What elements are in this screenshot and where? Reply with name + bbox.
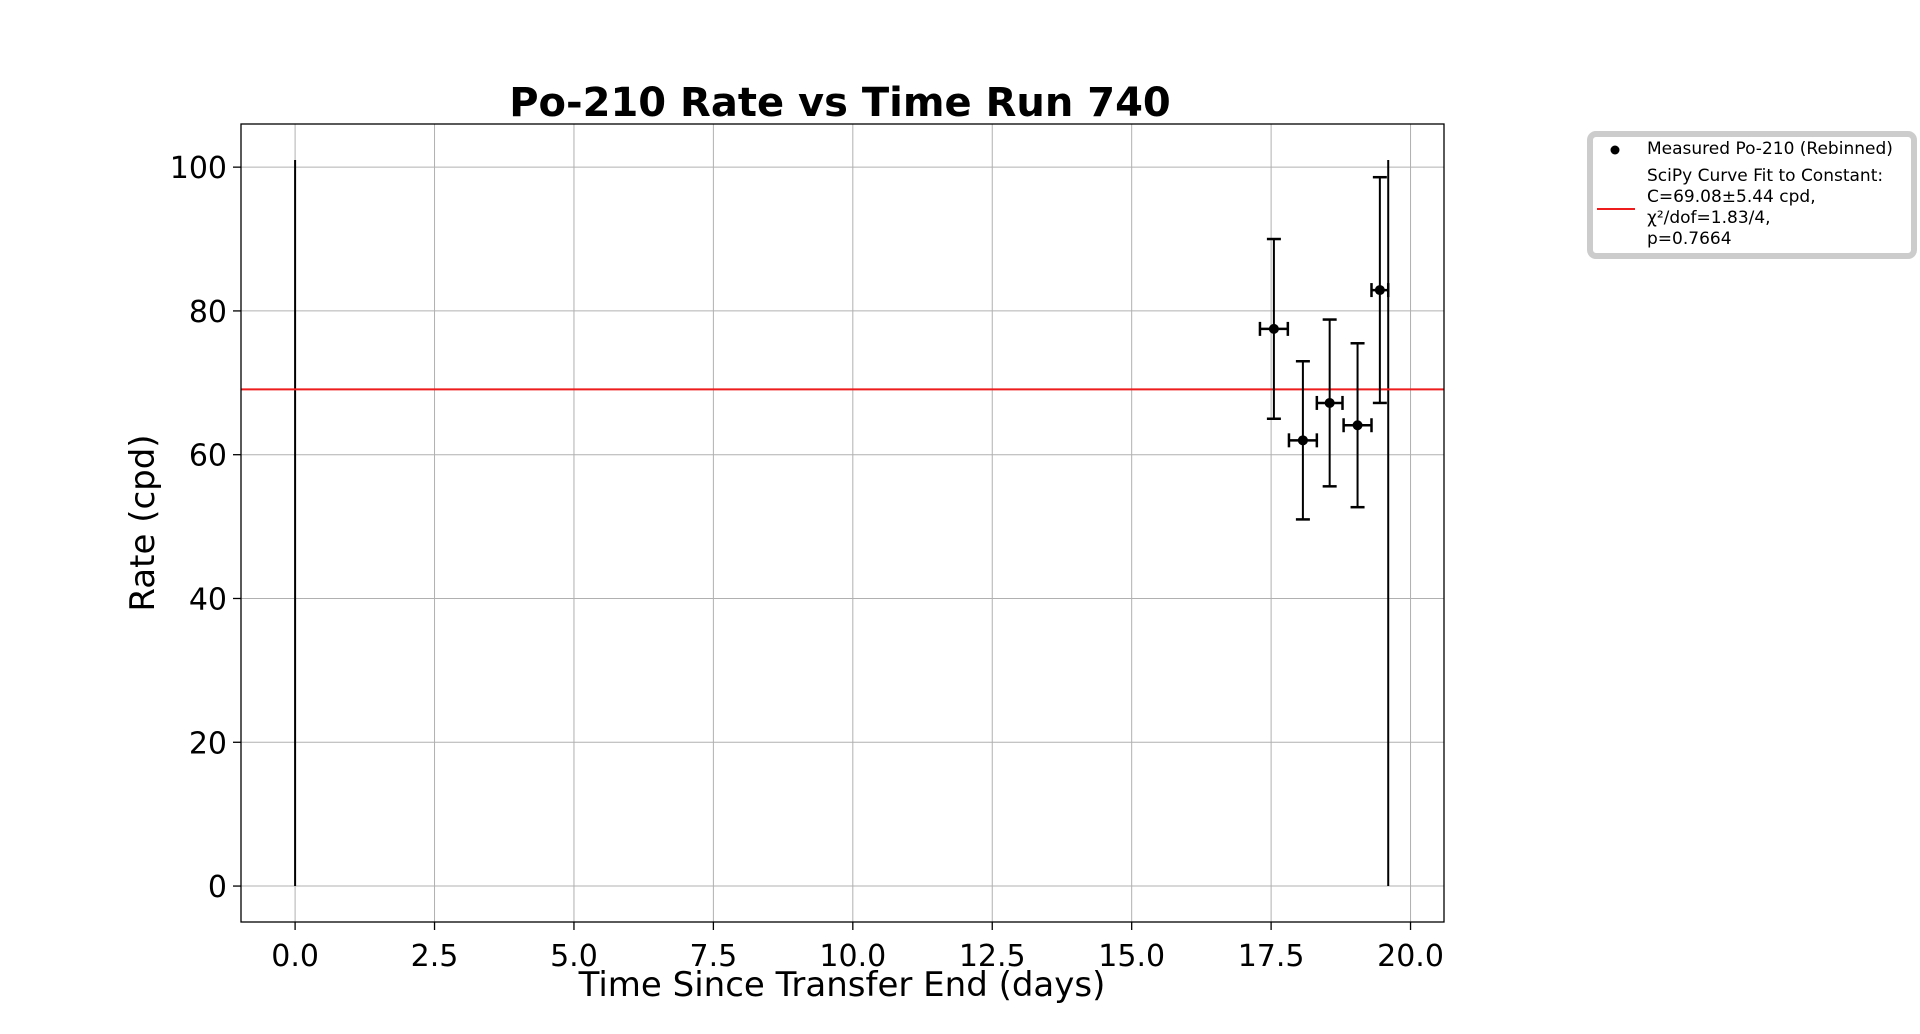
legend-box xyxy=(1587,131,1917,259)
data-point xyxy=(1342,342,1373,509)
y-tick-label: 0 xyxy=(208,870,227,905)
legend-label-fit-line3: χ²/dof=1.83/4, xyxy=(1647,208,1771,228)
chart-title: Po-210 Rate vs Time Run 740 xyxy=(509,80,1171,126)
legend-label-measured: Measured Po-210 (Rebinned) xyxy=(1647,139,1893,159)
x-tick-label: 15.0 xyxy=(1098,939,1165,974)
y-tick-label: 40 xyxy=(189,582,227,617)
legend-marker-measured xyxy=(1610,145,1620,155)
legend-label-fit-line1: SciPy Curve Fit to Constant: xyxy=(1647,166,1883,186)
data-point xyxy=(1287,359,1319,521)
plot-frame xyxy=(240,123,1445,923)
x-tick-label: 20.0 xyxy=(1377,939,1444,974)
point-marker xyxy=(1374,285,1385,296)
grid-lines xyxy=(241,124,1444,922)
data-point xyxy=(1315,318,1344,488)
data-point xyxy=(1370,175,1390,405)
point-marker xyxy=(1352,420,1363,431)
x-tick-label: 10.0 xyxy=(819,939,886,974)
x-tick-label: 2.5 xyxy=(411,939,459,974)
y-tick-label: 60 xyxy=(189,439,227,474)
x-axis-ticks: 0.0 2.5 5.0 7.5 10.0 12.5 15.0 17.5 20.0 xyxy=(271,922,1444,974)
data-points xyxy=(1258,175,1390,521)
y-tick-label: 80 xyxy=(189,295,227,330)
point-marker xyxy=(1324,397,1335,408)
legend-label-fit-line2: C=69.08±5.44 cpd, xyxy=(1647,187,1816,207)
y-axis-ticks: 0 20 40 60 80 100 xyxy=(170,151,241,905)
legend-label-fit-line4: p=0.7664 xyxy=(1647,229,1732,249)
x-tick-label: 7.5 xyxy=(690,939,738,974)
vertical-lines xyxy=(294,159,1390,887)
point-marker xyxy=(1297,435,1308,446)
y-tick-label: 100 xyxy=(170,151,227,186)
x-tick-label: 17.5 xyxy=(1238,939,1305,974)
point-marker xyxy=(1268,323,1279,334)
y-axis-label: Rate (cpd) xyxy=(123,434,163,611)
y-tick-label: 20 xyxy=(189,726,227,761)
data-point xyxy=(1258,237,1290,421)
x-tick-label: 12.5 xyxy=(959,939,1026,974)
legend: Measured Po-210 (Rebinned) SciPy Curve F… xyxy=(1587,131,1917,259)
x-axis-label: Time Since Transfer End (days) xyxy=(578,965,1106,1005)
x-tick-label: 5.0 xyxy=(550,939,598,974)
x-tick-label: 0.0 xyxy=(271,939,319,974)
